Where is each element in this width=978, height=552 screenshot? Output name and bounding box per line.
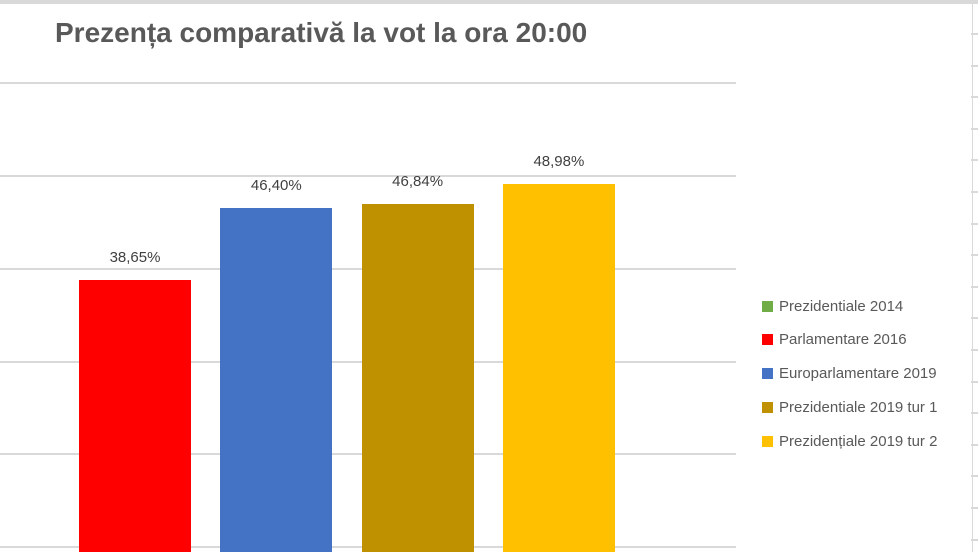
legend-color-swatch bbox=[762, 401, 773, 413]
bar-label-preziden-iale-2019-tur-2: 48,98% bbox=[533, 153, 585, 171]
bar-parlamentare-2016 bbox=[79, 280, 191, 552]
worksheet-row-tick bbox=[971, 507, 978, 509]
worksheet-row-tick bbox=[971, 128, 978, 130]
legend-item-europarlamentare-2019: Europarlamentare 2019 bbox=[762, 357, 937, 391]
legend-item-preziden-iale-2019-tur-2: Prezidențiale 2019 tur 2 bbox=[762, 424, 937, 458]
legend-color-swatch bbox=[762, 334, 773, 346]
worksheet-row-tick bbox=[971, 191, 978, 193]
worksheet-row-tick bbox=[971, 475, 978, 477]
worksheet-row-tick bbox=[971, 159, 978, 161]
worksheet-row-tick bbox=[971, 412, 978, 414]
legend-label: Prezidențiale 2019 tur 2 bbox=[779, 432, 938, 450]
legend-label: Prezidentiale 2014 bbox=[779, 297, 904, 315]
worksheet-row-tick bbox=[971, 539, 978, 541]
worksheet-row-tick bbox=[971, 317, 978, 319]
bar-prezidentiale-2019-tur-1 bbox=[361, 204, 474, 552]
legend-label: Europarlamentare 2019 bbox=[779, 365, 937, 383]
worksheet-row-tick bbox=[971, 65, 978, 67]
bar-label-parlamentare-2016: 38,65% bbox=[109, 249, 161, 267]
worksheet-row-tick bbox=[971, 33, 978, 35]
worksheet-row-tick bbox=[971, 444, 978, 446]
top-border-strip bbox=[0, 0, 978, 4]
bar-preziden-iale-2019-tur-2 bbox=[502, 184, 615, 552]
bar-europarlamentare-2019 bbox=[220, 208, 333, 552]
legend-color-swatch bbox=[762, 368, 773, 380]
worksheet-row-tick bbox=[971, 381, 978, 383]
legend-item-prezidentiale-2019-tur-1: Prezidentiale 2019 tur 1 bbox=[762, 390, 937, 424]
legend-label: Parlamentare 2016 bbox=[779, 331, 907, 349]
legend-item-parlamentare-2016: Parlamentare 2016 bbox=[762, 323, 907, 357]
worksheet-row-tick bbox=[971, 254, 978, 256]
chart-title: Prezența comparativă la vot la ora 20:00 bbox=[55, 17, 588, 48]
legend-label: Prezidentiale 2019 tur 1 bbox=[779, 398, 938, 416]
worksheet-right-edge-line bbox=[972, 4, 973, 552]
bar-label-prezidentiale-2019-tur-1: 46,84% bbox=[392, 173, 444, 191]
worksheet-row-tick bbox=[971, 349, 978, 351]
legend-item-prezidentiale-2014: Prezidentiale 2014 bbox=[762, 289, 903, 323]
legend-color-swatch bbox=[762, 300, 773, 312]
gridline-60-percent bbox=[0, 82, 736, 85]
gridline-50-percent bbox=[0, 174, 736, 177]
legend-color-swatch bbox=[762, 435, 773, 447]
worksheet-row-tick bbox=[971, 286, 978, 288]
worksheet-row-tick bbox=[971, 223, 978, 225]
worksheet-row-tick bbox=[971, 96, 978, 98]
bar-label-europarlamentare-2019: 46,40% bbox=[250, 177, 302, 195]
